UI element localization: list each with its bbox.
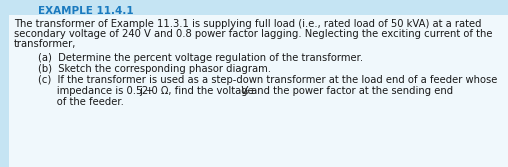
Text: transformer,: transformer, — [14, 39, 76, 49]
Text: and the power factor at the sending end: and the power factor at the sending end — [248, 86, 453, 96]
Bar — [0, 0, 9, 167]
Text: (c)  If the transformer is used as a step-down transformer at the load end of a : (c) If the transformer is used as a step… — [38, 75, 497, 85]
Text: (a)  Determine the percent voltage regulation of the transformer.: (a) Determine the percent voltage regula… — [38, 53, 363, 63]
Bar — [0, 0, 508, 15]
Text: of the feeder.: of the feeder. — [38, 97, 124, 107]
Text: (b)  Sketch the corresponding phasor diagram.: (b) Sketch the corresponding phasor diag… — [38, 64, 271, 74]
Text: EXAMPLE 11.4.1: EXAMPLE 11.4.1 — [38, 6, 134, 16]
Text: V: V — [240, 86, 247, 96]
Text: secondary voltage of 240 V and 0.8 power factor lagging. Neglecting the exciting: secondary voltage of 240 V and 0.8 power… — [14, 29, 492, 39]
Text: impedance is 0.5 +: impedance is 0.5 + — [38, 86, 157, 96]
Text: s: s — [244, 89, 248, 95]
Text: The transformer of Example 11.3.1 is supplying full load (i.e., rated load of 50: The transformer of Example 11.3.1 is sup… — [14, 19, 482, 29]
Text: j2.0 Ω, find the voltage: j2.0 Ω, find the voltage — [139, 86, 257, 96]
